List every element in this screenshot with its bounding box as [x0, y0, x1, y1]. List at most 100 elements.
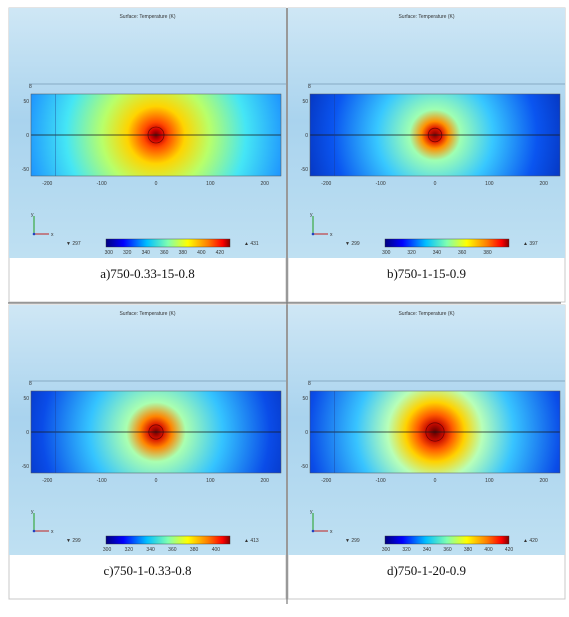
colorbar-tick-label: 300: [105, 250, 114, 256]
panel-d: Surface: Temperature (K) 8 50 0 -50 -200 -100 0…: [287, 304, 566, 600]
x-tick-label: -100: [376, 478, 386, 484]
triad-x-label: x: [51, 529, 54, 535]
colorbar-tick-label: 320: [407, 250, 416, 256]
x-tick-label: 0: [434, 181, 437, 187]
x-tick-label: 0: [155, 478, 158, 484]
x-tick-label: 200: [540, 478, 549, 484]
colorbar-max-label: ▲ 431: [244, 241, 259, 247]
colorbar-min-label: ▼ 299: [345, 538, 360, 544]
triad-origin: [311, 529, 315, 533]
colorbar-tick-label: 340: [423, 547, 432, 553]
y-tick-label: -50: [22, 464, 29, 470]
y-tick-label: -50: [22, 167, 29, 173]
triad-origin: [311, 232, 315, 236]
colorbar: [105, 238, 231, 248]
y-tick-label: 50: [302, 396, 308, 402]
x-tick-label: 0: [155, 181, 158, 187]
colorbar-tick-label: 400: [212, 547, 221, 553]
colorbar-tick-label: 300: [382, 250, 391, 256]
y-tick-label: 50: [302, 99, 308, 105]
triad-y-label: y: [31, 509, 34, 515]
colorbar-tick-label: 380: [179, 250, 188, 256]
triad-y-label: y: [310, 509, 313, 515]
x-tick-label: 200: [540, 181, 549, 187]
colorbar-max-label: ▲ 397: [523, 241, 538, 247]
triad-x-label: x: [330, 232, 333, 238]
colorbar-tick-label: 300: [103, 547, 112, 553]
colorbar: [384, 238, 510, 248]
colorbar-tick-label: 340: [433, 250, 442, 256]
colorbar-max-label: ▲ 420: [523, 538, 538, 544]
colorbar-tick-label: 320: [123, 250, 132, 256]
colorbar-tick-label: 340: [146, 547, 155, 553]
triad-x-label: x: [51, 232, 54, 238]
x-tick-label: 0: [434, 478, 437, 484]
colorbar-min-label: ▼ 299: [66, 538, 81, 544]
x-tick-label: -200: [42, 181, 52, 187]
colorbar-tick-label: 320: [125, 547, 134, 553]
y-top-label: 8: [308, 381, 311, 387]
colorbar-tick-label: 340: [142, 250, 151, 256]
y-tick-label: 0: [26, 430, 29, 436]
plot-title: Surface: Temperature (K): [119, 14, 175, 20]
colorbar-tick-label: 320: [402, 547, 411, 553]
y-tick-label: -50: [301, 464, 308, 470]
x-tick-label: -100: [97, 478, 107, 484]
triad-origin: [32, 529, 36, 533]
x-tick-label: -100: [376, 181, 386, 187]
y-tick-label: -50: [301, 167, 308, 173]
plot-border: [309, 390, 561, 474]
panel-b: Surface: Temperature (K) 8 50 0 -50 -200 -100 0…: [287, 7, 566, 303]
x-tick-label: 100: [485, 181, 494, 187]
panels: Surface: Temperature (K) 8 50 0 -50 -200 -100 0…: [8, 7, 566, 600]
y-tick-label: 50: [23, 99, 29, 105]
x-tick-label: 100: [206, 181, 215, 187]
colorbar-tick-label: 400: [484, 547, 493, 553]
colorbar-tick-label: 420: [505, 547, 514, 553]
plot-title: Surface: Temperature (K): [398, 311, 454, 317]
colorbar-max-label: ▲ 413: [244, 538, 259, 544]
x-tick-label: -200: [42, 478, 52, 484]
x-tick-label: 200: [261, 478, 270, 484]
y-tick-label: 0: [305, 133, 308, 139]
plot-title: Surface: Temperature (K): [398, 14, 454, 20]
colorbar: [384, 535, 510, 545]
colorbar-tick-label: 380: [483, 250, 492, 256]
x-tick-label: 100: [206, 478, 215, 484]
x-tick-label: -200: [321, 181, 331, 187]
plot-border: [30, 93, 282, 177]
panel-c: Surface: Temperature (K) 8 50 0 -50 -200 -100 0…: [8, 304, 287, 600]
panel-caption: a)750-0.33-15-0.8: [100, 266, 195, 281]
y-top-label: 8: [308, 84, 311, 90]
x-tick-label: -100: [97, 181, 107, 187]
plot-title: Surface: Temperature (K): [119, 311, 175, 317]
y-tick-label: 0: [305, 430, 308, 436]
colorbar-tick-label: 360: [458, 250, 467, 256]
colorbar-tick-label: 360: [443, 547, 452, 553]
y-top-label: 8: [29, 381, 32, 387]
plot-border: [30, 390, 282, 474]
colorbar-min-label: ▼ 297: [66, 241, 81, 247]
panel-caption: d)750-1-20-0.9: [387, 563, 466, 578]
colorbar-tick-label: 400: [197, 250, 206, 256]
y-tick-label: 0: [26, 133, 29, 139]
colorbar-tick-label: 360: [168, 547, 177, 553]
x-tick-label: 200: [261, 181, 270, 187]
panel-caption: c)750-1-0.33-0.8: [103, 563, 191, 578]
colorbar: [105, 535, 231, 545]
colorbar-tick-label: 360: [160, 250, 169, 256]
y-tick-label: 50: [23, 396, 29, 402]
plot-border: [309, 93, 561, 177]
triad-origin: [32, 232, 36, 236]
colorbar-tick-label: 300: [382, 547, 391, 553]
panel-a: Surface: Temperature (K) 8 50 0 -50 -200 -100 0…: [8, 7, 287, 303]
colorbar-tick-label: 380: [190, 547, 199, 553]
panel-caption: b)750-1-15-0.9: [387, 266, 466, 281]
triad-x-label: x: [330, 529, 333, 535]
colorbar-min-label: ▼ 299: [345, 241, 360, 247]
colorbar-tick-label: 420: [216, 250, 225, 256]
y-top-label: 8: [29, 84, 32, 90]
triad-y-label: y: [310, 212, 313, 218]
x-tick-label: 100: [485, 478, 494, 484]
